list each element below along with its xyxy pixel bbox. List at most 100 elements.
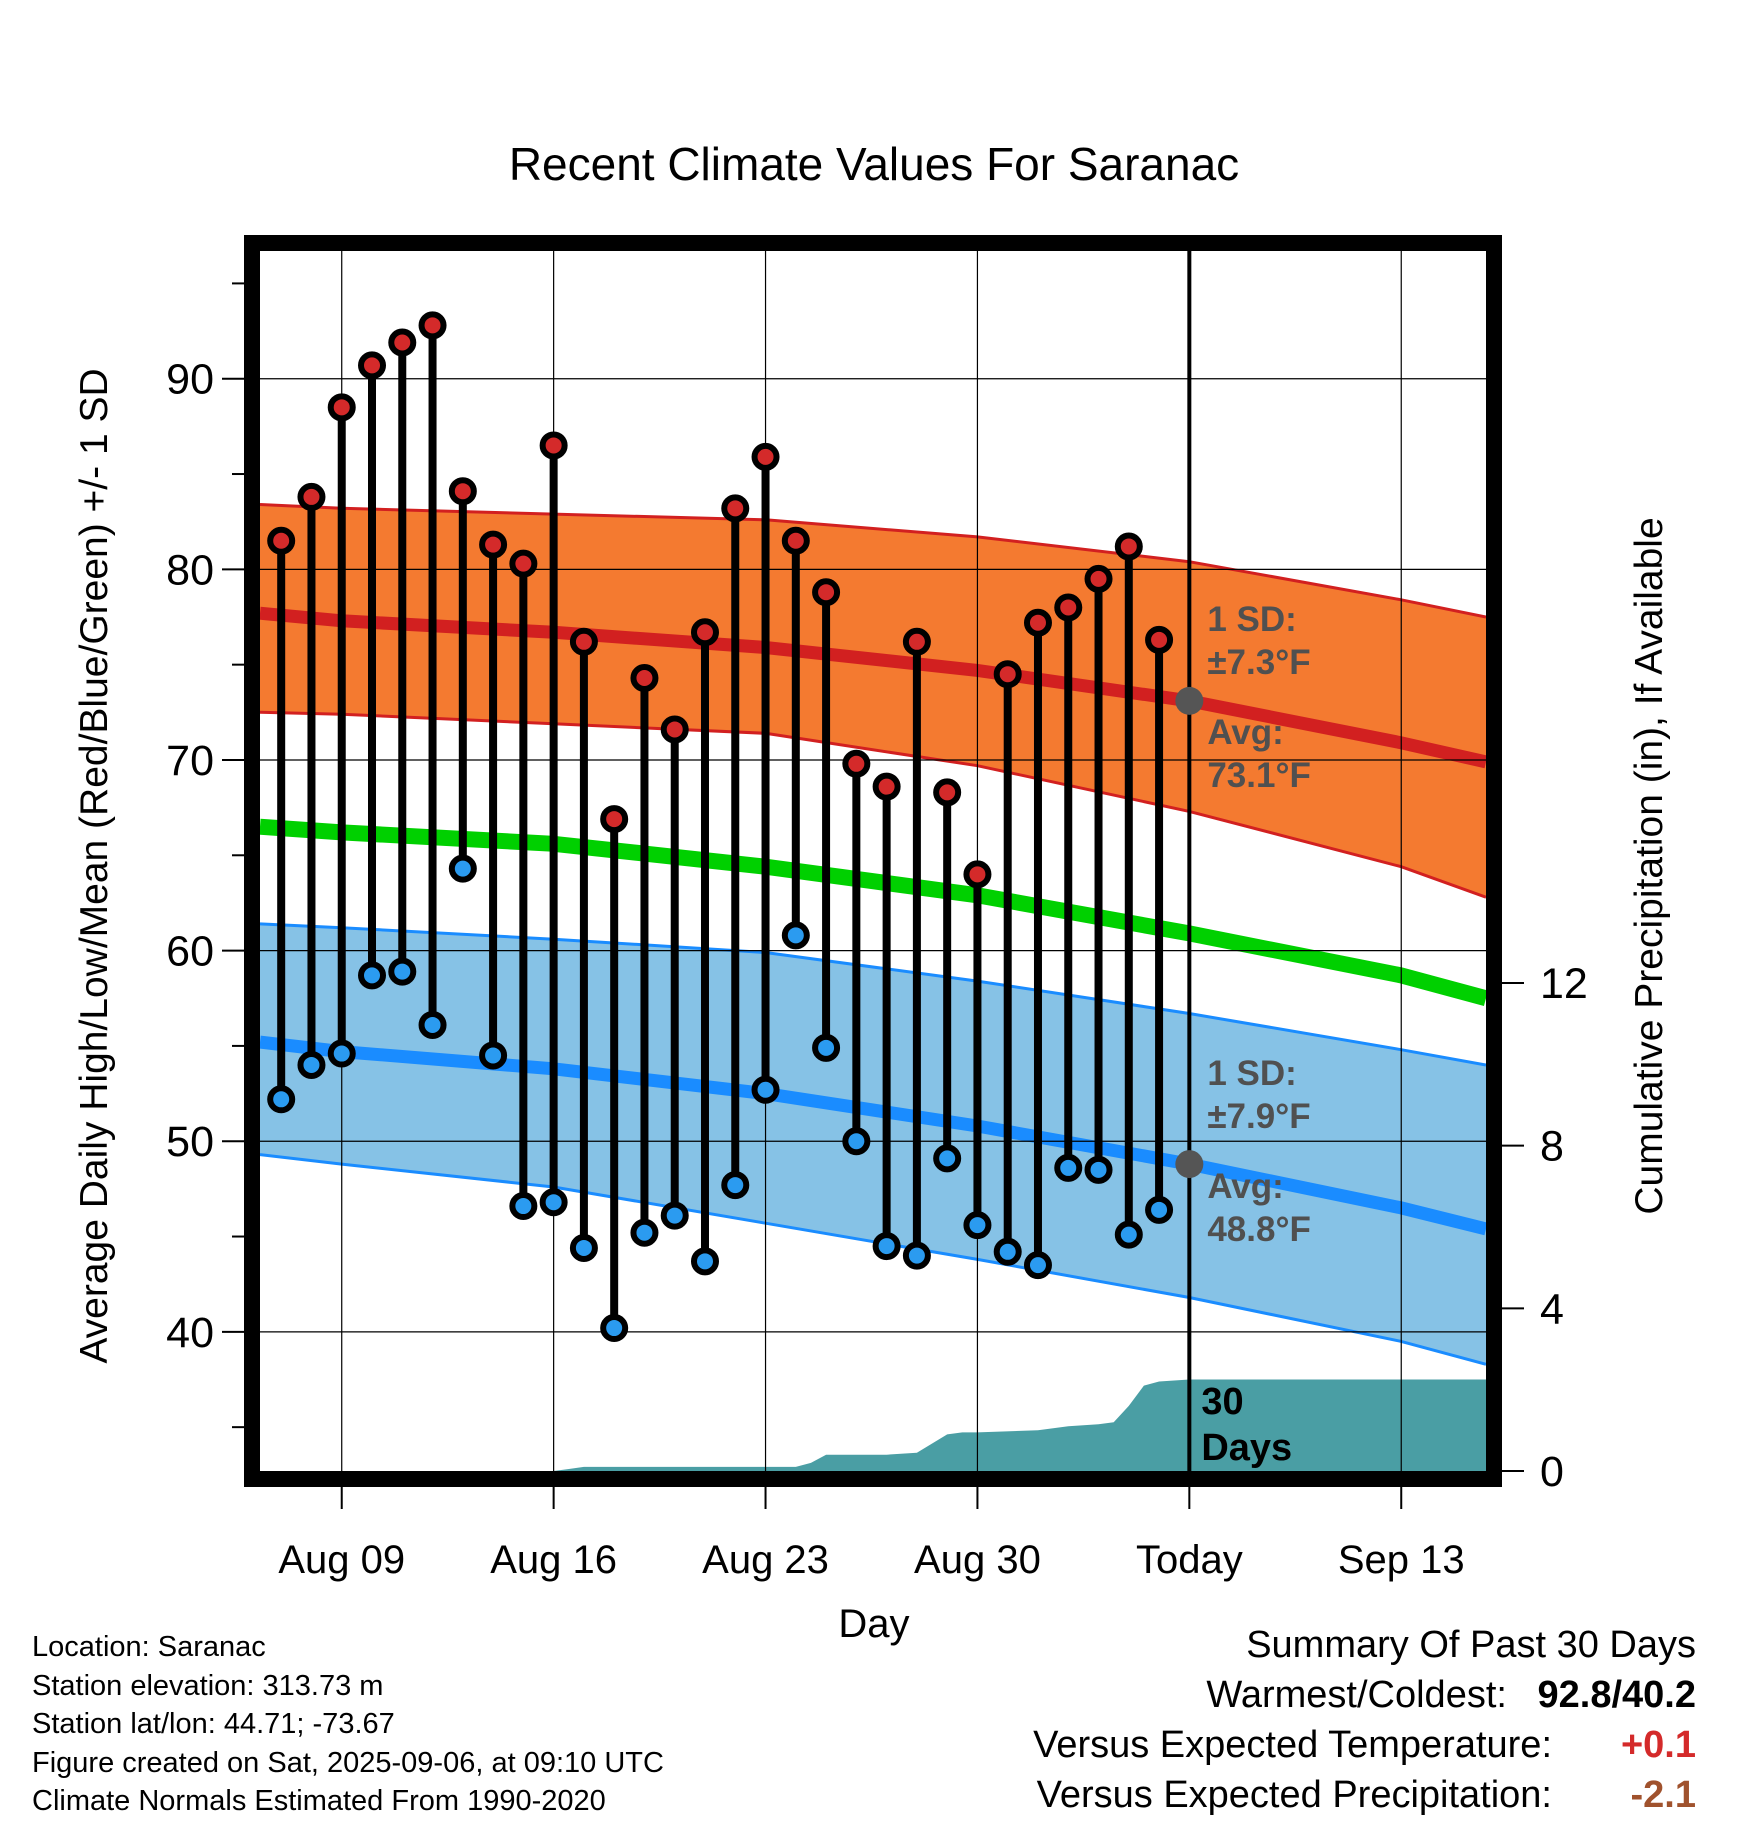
daily-high-point [751, 442, 780, 471]
y-tick-label: 50 [166, 1118, 214, 1166]
daily-high-point [781, 526, 810, 555]
daily-high-point [600, 805, 629, 834]
daily-low-point [781, 921, 810, 950]
today-low-avg-marker [1175, 1150, 1204, 1179]
x-tick-label: Aug 30 [914, 1538, 1041, 1582]
daily-low-point [569, 1233, 598, 1262]
daily-high-point [902, 627, 931, 656]
created-text: Figure created on Sat, 2025-09-06, at 09… [32, 1746, 664, 1779]
mean-normal-line [260, 818, 1486, 1007]
high-avg-value: 73.1°F [1207, 756, 1311, 795]
y-axis-title: Average Daily High/Low/Mean (Red/Blue/Gr… [73, 368, 116, 1363]
daily-high-point [448, 477, 477, 506]
y-tick-label: 60 [166, 928, 214, 976]
low-avg-label: Avg: [1207, 1167, 1283, 1206]
y2-tick-label: 12 [1540, 960, 1588, 1008]
temp-label: Versus Expected Temperature: [1033, 1724, 1552, 1766]
daily-high-point [479, 530, 508, 559]
daily-high-point [388, 328, 417, 357]
summary-precip-row: Versus Expected Precipitation: -2.1 [1033, 1770, 1696, 1820]
daily-high-point [690, 618, 719, 647]
daily-low-point [690, 1247, 719, 1276]
x-tick-label: Aug 16 [490, 1538, 617, 1582]
daily-low-point [448, 854, 477, 883]
x-tick-label: Aug 23 [702, 1538, 829, 1582]
daily-high-point [1145, 625, 1174, 654]
y-tick-label: 90 [166, 356, 214, 404]
daily-low-point [358, 961, 387, 990]
x-axis-title: Day [838, 1602, 909, 1646]
daily-high-point [1084, 564, 1113, 593]
daily-high-point [660, 715, 689, 744]
low-avg-value: 48.8°F [1207, 1210, 1311, 1249]
daily-low-point [872, 1232, 901, 1261]
daily-high-point [327, 393, 356, 422]
station-info: Location: Saranac Station elevation: 313… [32, 1628, 664, 1821]
high-sd-band-upper-edge [260, 503, 1486, 619]
x-tick-label: Aug 09 [278, 1538, 405, 1582]
elevation-text: Station elevation: 313.73 m [32, 1669, 384, 1702]
low-sd-label: 1 SD: [1207, 1054, 1296, 1093]
daily-low-point [479, 1041, 508, 1070]
daily-low-point [1084, 1155, 1113, 1184]
daily-high-point [933, 778, 962, 807]
low-sd-value: ±7.9°F [1207, 1097, 1310, 1136]
daily-low-point [842, 1127, 871, 1156]
warm-cold-label: Warmest/Coldest: [1206, 1674, 1507, 1716]
precip-value: -2.1 [1630, 1774, 1696, 1816]
daily-high-point [1054, 593, 1083, 622]
low-sd-band [260, 923, 1486, 1365]
high-avg-label: Avg: [1207, 713, 1283, 752]
daily-low-point [721, 1171, 750, 1200]
y-tick-label: 80 [166, 546, 214, 594]
daily-high-point [358, 351, 387, 380]
summary-temp-row: Versus Expected Temperature: +0.1 [1033, 1720, 1696, 1770]
daily-low-point [297, 1050, 326, 1079]
y2-axis-title: Cumulative Precipitation (in), If Availa… [1628, 517, 1671, 1214]
daily-high-point [509, 549, 538, 578]
high-sd-label: 1 SD: [1207, 600, 1296, 639]
normals-text: Climate Normals Estimated From 1990-2020 [32, 1785, 606, 1817]
daily-high-point [812, 578, 841, 607]
daily-low-point [993, 1237, 1022, 1266]
y2-tick-label: 4 [1540, 1285, 1564, 1333]
daily-high-point [297, 482, 326, 511]
daily-low-point [812, 1033, 841, 1062]
location-text: Location: Saranac [32, 1631, 266, 1663]
daily-low-point [751, 1075, 780, 1104]
high-normal-line [260, 606, 1486, 769]
latlon-text: Station lat/lon: 44.71; -73.67 [32, 1708, 395, 1740]
daily-low-point [1023, 1251, 1052, 1280]
daily-low-point [539, 1188, 568, 1217]
daily-low-point [1145, 1195, 1174, 1224]
chart-title: Recent Climate Values For Saranac [509, 138, 1239, 190]
daily-low-point [1114, 1220, 1143, 1249]
low-sd-band-upper-edge [260, 922, 1486, 1067]
summary-heading: Summary Of Past 30 Days [1246, 1624, 1696, 1666]
daily-high-point [267, 526, 296, 555]
daily-low-point [902, 1241, 931, 1270]
precip-label: Versus Expected Precipitation: [1036, 1774, 1552, 1816]
daily-low-point [1054, 1153, 1083, 1182]
daily-low-point [630, 1218, 659, 1247]
high-sd-band [260, 504, 1486, 898]
daily-high-point [993, 660, 1022, 689]
daily-high-point [630, 664, 659, 692]
summary-panel: Summary Of Past 30 Days Warmest/Coldest:… [1033, 1620, 1696, 1820]
x-tick-label: Sep 13 [1338, 1538, 1465, 1582]
summary-warm-cold-row: Warmest/Coldest: 92.8/40.2 [1033, 1670, 1696, 1720]
x-tick-label: Today [1136, 1538, 1243, 1582]
daily-low-point [963, 1211, 992, 1240]
today-high-avg-marker [1175, 686, 1204, 715]
daily-high-point [963, 860, 992, 889]
daily-low-point [327, 1039, 356, 1068]
y-tick-label: 40 [166, 1309, 214, 1357]
daily-low-point [267, 1085, 296, 1114]
daily-low-point [388, 957, 417, 986]
low-normal-line [260, 1035, 1486, 1236]
y-tick-label: 70 [166, 737, 214, 785]
daily-high-point [1023, 608, 1052, 637]
warm-cold-value: 92.8/40.2 [1537, 1674, 1696, 1716]
temp-value: +0.1 [1620, 1724, 1696, 1766]
